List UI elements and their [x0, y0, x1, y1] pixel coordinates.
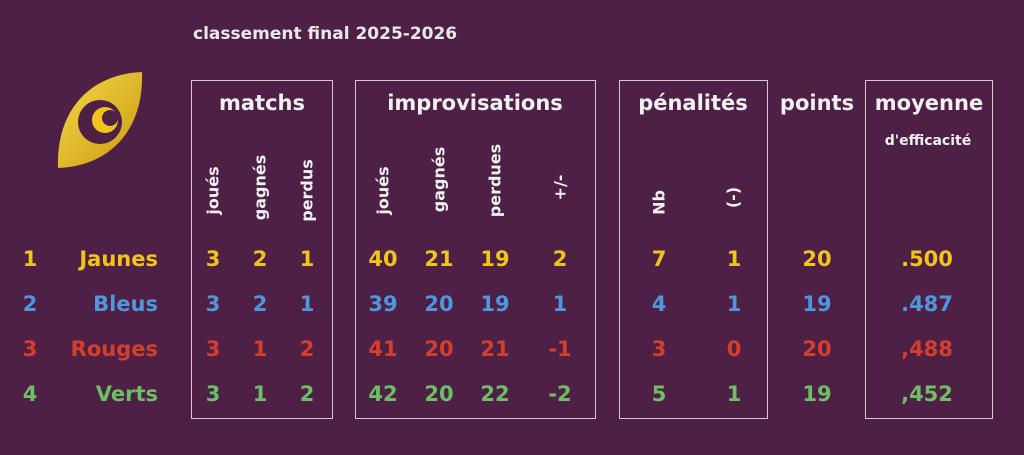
subheader-impro-perdues: perdues [485, 143, 505, 218]
moyenne-group-box [865, 80, 993, 419]
cell-i_j: 41 [368, 337, 398, 361]
improvisations-group-box [355, 80, 596, 419]
rank-cell: 4 [22, 382, 38, 406]
rank-cell: 2 [22, 292, 38, 316]
cell-p_m: 1 [726, 292, 742, 316]
cell-m_g: 2 [252, 292, 268, 316]
cell-i_d: 2 [552, 247, 568, 271]
cell-m_p: 2 [299, 337, 315, 361]
header-points: points [779, 91, 855, 115]
cell-i_p: 19 [480, 292, 510, 316]
team-name-verts: Verts [95, 382, 158, 406]
cell-p_nb: 3 [651, 337, 667, 361]
cell-i_p: 19 [480, 247, 510, 271]
matchs-group-box [191, 80, 333, 419]
cell-p_m: 1 [726, 247, 742, 271]
cell-p_nb: 5 [651, 382, 667, 406]
header-matchs: matchs [219, 91, 305, 115]
cell-points: 20 [802, 337, 832, 361]
team-name-jaunes: Jaunes [79, 247, 158, 271]
cell-p_nb: 7 [651, 247, 667, 271]
cell-moyenne: ,452 [901, 382, 953, 406]
cell-i_j: 39 [368, 292, 398, 316]
team-name-rouges: Rouges [70, 337, 158, 361]
cell-i_d: -2 [548, 382, 572, 406]
subheader-impro-joues: joués [373, 166, 393, 215]
cell-m_j: 3 [205, 292, 221, 316]
page-title: classement final 2025-2026 [193, 24, 458, 44]
cell-m_p: 1 [299, 292, 315, 316]
cell-i_p: 22 [480, 382, 510, 406]
cell-i_d: -1 [548, 337, 572, 361]
cell-points: 20 [802, 247, 832, 271]
subheader-matchs-perdus: perdus [297, 159, 317, 222]
cell-m_j: 3 [205, 247, 221, 271]
cell-moyenne: ,488 [901, 337, 953, 361]
cell-m_g: 1 [252, 382, 268, 406]
cell-points: 19 [802, 292, 832, 316]
cell-m_p: 1 [299, 247, 315, 271]
subheader-penalites-nb: Nb [649, 190, 669, 215]
subheader-matchs-joues: joués [203, 166, 223, 215]
cell-m_g: 1 [252, 337, 268, 361]
subheader-impro-plusmoins: +/- [550, 174, 570, 201]
cell-p_m: 1 [726, 382, 742, 406]
cell-i_g: 21 [424, 247, 454, 271]
cell-m_j: 3 [205, 337, 221, 361]
cell-i_d: 1 [552, 292, 568, 316]
subheader-matchs-gagnes: gagnés [250, 154, 270, 221]
cell-p_nb: 4 [651, 292, 667, 316]
rank-cell: 3 [22, 337, 38, 361]
penalites-group-box [619, 80, 768, 419]
cell-i_g: 20 [424, 337, 454, 361]
eye-leaf-logo-icon [52, 68, 148, 176]
cell-points: 19 [802, 382, 832, 406]
header-moyenne-sub: d'efficacité [884, 133, 972, 149]
cell-p_m: 0 [726, 337, 742, 361]
cell-i_j: 42 [368, 382, 398, 406]
cell-i_j: 40 [368, 247, 398, 271]
header-improvisations: improvisations [387, 91, 563, 115]
cell-moyenne: .500 [901, 247, 953, 271]
header-moyenne: moyenne [874, 91, 984, 115]
header-penalites: pénalités [638, 91, 748, 115]
cell-i_g: 20 [424, 292, 454, 316]
cell-i_g: 20 [424, 382, 454, 406]
cell-moyenne: .487 [901, 292, 953, 316]
cell-m_p: 2 [299, 382, 315, 406]
team-name-bleus: Bleus [93, 292, 158, 316]
cell-m_j: 3 [205, 382, 221, 406]
cell-m_g: 2 [252, 247, 268, 271]
subheader-impro-gagnees: gagnés [429, 146, 449, 213]
subheader-penalites-moins: (-) [723, 186, 743, 209]
cell-i_p: 21 [480, 337, 510, 361]
rank-cell: 1 [22, 247, 38, 271]
